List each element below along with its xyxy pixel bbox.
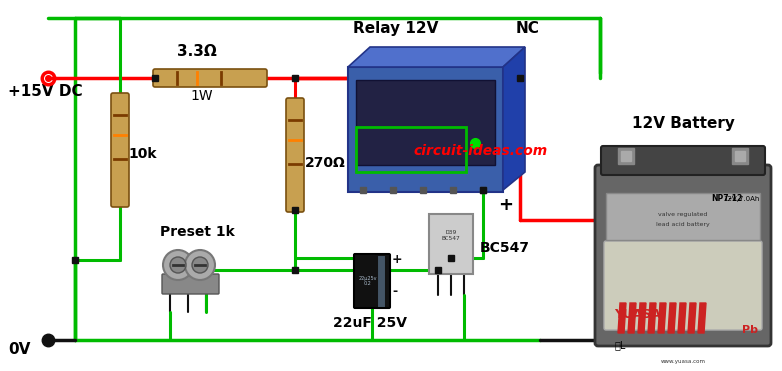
Text: D39
BC547: D39 BC547 bbox=[442, 230, 461, 241]
Polygon shape bbox=[678, 303, 686, 333]
Text: 12V Battery: 12V Battery bbox=[632, 116, 734, 131]
Polygon shape bbox=[658, 303, 666, 333]
FancyBboxPatch shape bbox=[606, 193, 760, 240]
FancyBboxPatch shape bbox=[153, 69, 267, 87]
FancyBboxPatch shape bbox=[354, 254, 390, 308]
Text: 1W: 1W bbox=[190, 89, 213, 103]
Polygon shape bbox=[668, 303, 676, 333]
Polygon shape bbox=[618, 303, 626, 333]
Text: +15V DC: +15V DC bbox=[8, 84, 83, 99]
FancyBboxPatch shape bbox=[286, 98, 304, 212]
Text: +: + bbox=[392, 253, 403, 266]
Text: Relay 12V: Relay 12V bbox=[353, 21, 439, 36]
FancyBboxPatch shape bbox=[162, 274, 219, 294]
Text: -: - bbox=[392, 285, 397, 298]
Text: Preset 1k: Preset 1k bbox=[160, 225, 235, 239]
Text: +: + bbox=[498, 196, 513, 214]
Text: BC547: BC547 bbox=[480, 241, 530, 255]
Text: YUASA: YUASA bbox=[615, 308, 662, 321]
FancyBboxPatch shape bbox=[601, 146, 765, 175]
Text: 270Ω: 270Ω bbox=[305, 156, 346, 170]
Polygon shape bbox=[638, 303, 646, 333]
Text: Pb: Pb bbox=[742, 325, 758, 335]
Text: 10k: 10k bbox=[128, 147, 156, 161]
FancyBboxPatch shape bbox=[111, 93, 129, 207]
Text: ⓄL: ⓄL bbox=[615, 340, 626, 350]
Text: NC: NC bbox=[516, 21, 540, 36]
FancyBboxPatch shape bbox=[595, 165, 771, 346]
FancyBboxPatch shape bbox=[356, 80, 495, 165]
FancyBboxPatch shape bbox=[429, 214, 473, 274]
Polygon shape bbox=[698, 303, 706, 333]
FancyBboxPatch shape bbox=[348, 67, 503, 192]
Polygon shape bbox=[503, 47, 525, 190]
Polygon shape bbox=[688, 303, 696, 333]
Circle shape bbox=[163, 250, 193, 280]
Text: 22uF 25V: 22uF 25V bbox=[333, 316, 407, 330]
FancyBboxPatch shape bbox=[604, 241, 762, 330]
Circle shape bbox=[192, 257, 208, 273]
Circle shape bbox=[170, 257, 186, 273]
Text: circuit-ideas.com: circuit-ideas.com bbox=[413, 144, 547, 158]
Text: 0V: 0V bbox=[8, 342, 30, 357]
Text: www.yuasa.com: www.yuasa.com bbox=[661, 359, 705, 364]
Text: 12V,7.0Ah: 12V,7.0Ah bbox=[723, 196, 760, 202]
Text: NP7-12: NP7-12 bbox=[712, 194, 743, 203]
Polygon shape bbox=[648, 303, 656, 333]
Circle shape bbox=[185, 250, 215, 280]
Text: valve regulated: valve regulated bbox=[658, 212, 708, 217]
Text: 3.3Ω: 3.3Ω bbox=[177, 44, 217, 59]
Text: lead acid battery: lead acid battery bbox=[656, 222, 710, 227]
Polygon shape bbox=[628, 303, 636, 333]
Polygon shape bbox=[348, 47, 525, 67]
Text: -: - bbox=[748, 156, 755, 174]
Text: 22µ25v
0.2: 22µ25v 0.2 bbox=[359, 276, 377, 286]
